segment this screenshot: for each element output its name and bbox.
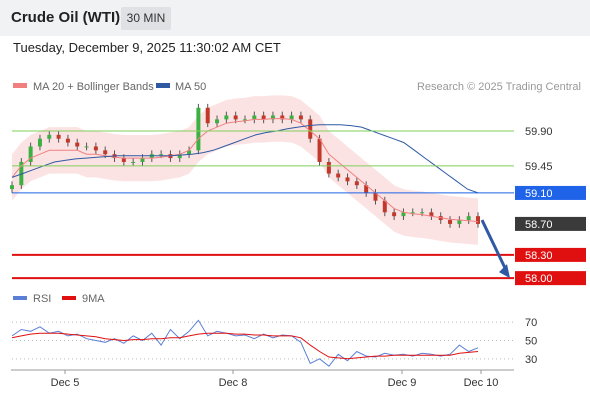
candle-body (308, 119, 313, 139)
bollinger-band (12, 95, 478, 245)
candle-body (252, 115, 257, 120)
last-price-label: 58.70 (525, 219, 553, 231)
candle-body (448, 220, 453, 224)
candle-body (289, 115, 294, 120)
candle-body (401, 212, 406, 217)
candle-body (326, 161, 331, 174)
last-price-tag (515, 216, 586, 231)
candle-body (354, 181, 359, 186)
x-tick-label: Dec 10 (464, 377, 499, 389)
candle-body (476, 216, 480, 224)
legend-ma50-swatch (156, 83, 170, 88)
candle-body (298, 115, 303, 120)
candle-body (243, 119, 247, 121)
candle-body (131, 161, 136, 163)
header-bar (0, 0, 590, 36)
candle-body (10, 185, 14, 190)
legend-rsi-label: RSI (33, 293, 51, 305)
forecast-arrow-head (499, 264, 510, 279)
candle-body (261, 115, 266, 120)
attribution: Research © 2025 Trading Central (417, 81, 581, 93)
legend-ma20-swatch (13, 83, 27, 88)
candle-body (457, 220, 462, 224)
candle-body (84, 146, 89, 148)
candle-body (215, 119, 220, 124)
instrument-title: Crude Oil (WTI) (11, 9, 121, 26)
timeframe-button[interactable]: 30 MIN (121, 7, 171, 30)
candle-body (373, 192, 378, 201)
ma50-line (11, 124, 479, 194)
candle-body (317, 138, 322, 162)
candle-body (233, 115, 238, 120)
timestamp: Tuesday, December 9, 2025 11:30:02 AM CE… (13, 40, 281, 55)
candle-body (336, 173, 341, 178)
x-tick-label: Dec 5 (51, 377, 80, 389)
candle-body (382, 200, 387, 213)
resistance-label: 59.45 (525, 161, 553, 173)
candle-body (270, 115, 275, 120)
resistance-label: 59.90 (525, 126, 553, 138)
candle-body (47, 134, 52, 139)
candle-body (280, 115, 285, 120)
candle-body (345, 177, 350, 182)
pivot-label: 59.10 (525, 188, 553, 200)
target-label: 58.30 (525, 250, 553, 262)
candle-body (121, 158, 126, 162)
target-tag (515, 247, 586, 262)
legend-ma50-label: MA 50 (175, 81, 206, 93)
pivot-tag (515, 185, 586, 200)
candle-body (56, 134, 61, 139)
candle-body (65, 138, 70, 143)
rsi-tick-label: 30 (525, 354, 537, 366)
candle-body (177, 154, 182, 159)
ma20-line (11, 118, 479, 223)
rsi-tick-label: 50 (525, 336, 537, 348)
legend-rsi-ma-label: 9MA (82, 293, 105, 305)
candle-body (28, 146, 33, 162)
candle-body (410, 212, 415, 214)
candle-body (196, 107, 201, 151)
candle-body (392, 212, 397, 217)
candle-body (224, 115, 229, 120)
candle-body (466, 216, 471, 221)
candle-body (429, 212, 434, 217)
x-tick-label: Dec 9 (388, 377, 417, 389)
candle-body (37, 138, 42, 147)
legend-rsi-ma-swatch (62, 296, 76, 300)
candle-body (364, 185, 369, 193)
forecast-arrow-shaft (480, 219, 509, 273)
candle-body (159, 154, 164, 156)
legend-rsi-swatch (13, 296, 27, 300)
candle-body (187, 150, 192, 155)
candle-body (93, 146, 98, 151)
candle-body (140, 158, 145, 162)
legend-ma20-label: MA 20 + Bollinger Bands (33, 81, 154, 93)
rsi-tick-label: 70 (525, 317, 537, 329)
rsi-ma-line (11, 332, 479, 360)
target-label: 58.00 (525, 273, 553, 285)
x-tick-label: Dec 8 (219, 377, 248, 389)
candle-body (75, 142, 80, 147)
target-tag (515, 271, 586, 286)
rsi-line (11, 319, 479, 367)
candle-body (205, 107, 210, 124)
candle-body (420, 212, 425, 214)
candle-body (103, 150, 108, 155)
